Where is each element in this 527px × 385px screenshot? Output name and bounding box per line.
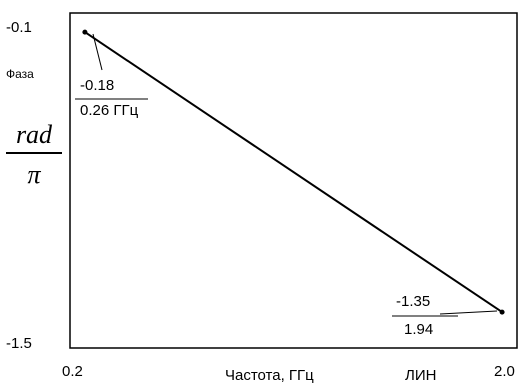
- plot-frame: [69, 12, 518, 349]
- marker1-frequency: 0.26 ГГц: [80, 102, 139, 119]
- phase-series-line: [84, 31, 503, 313]
- y-unit-fraction-bar: [6, 152, 62, 154]
- marker2-frequency: 1.94: [404, 321, 434, 338]
- y-tick-bottom: -1.5: [6, 335, 32, 352]
- y-axis-label: Фаза: [6, 67, 34, 81]
- marker-point-2: [499, 309, 505, 315]
- x-tick-right: 2.0: [494, 363, 515, 380]
- marker1-leader: [92, 33, 103, 71]
- y-unit-denominator: π: [27, 160, 41, 189]
- marker2-value: -1.35: [396, 293, 431, 310]
- marker2-leader: [439, 310, 498, 315]
- marker-point-1: [82, 29, 88, 35]
- y-unit-numerator: rad: [15, 120, 53, 149]
- x-scale-label: ЛИН: [405, 367, 437, 384]
- x-tick-left: 0.2: [62, 363, 83, 380]
- y-tick-top: -0.1: [6, 19, 32, 36]
- y-axis-unit: rad π: [6, 122, 62, 188]
- x-axis-label: Частота, ГГц: [225, 367, 314, 384]
- marker1-value: -0.18: [80, 77, 115, 94]
